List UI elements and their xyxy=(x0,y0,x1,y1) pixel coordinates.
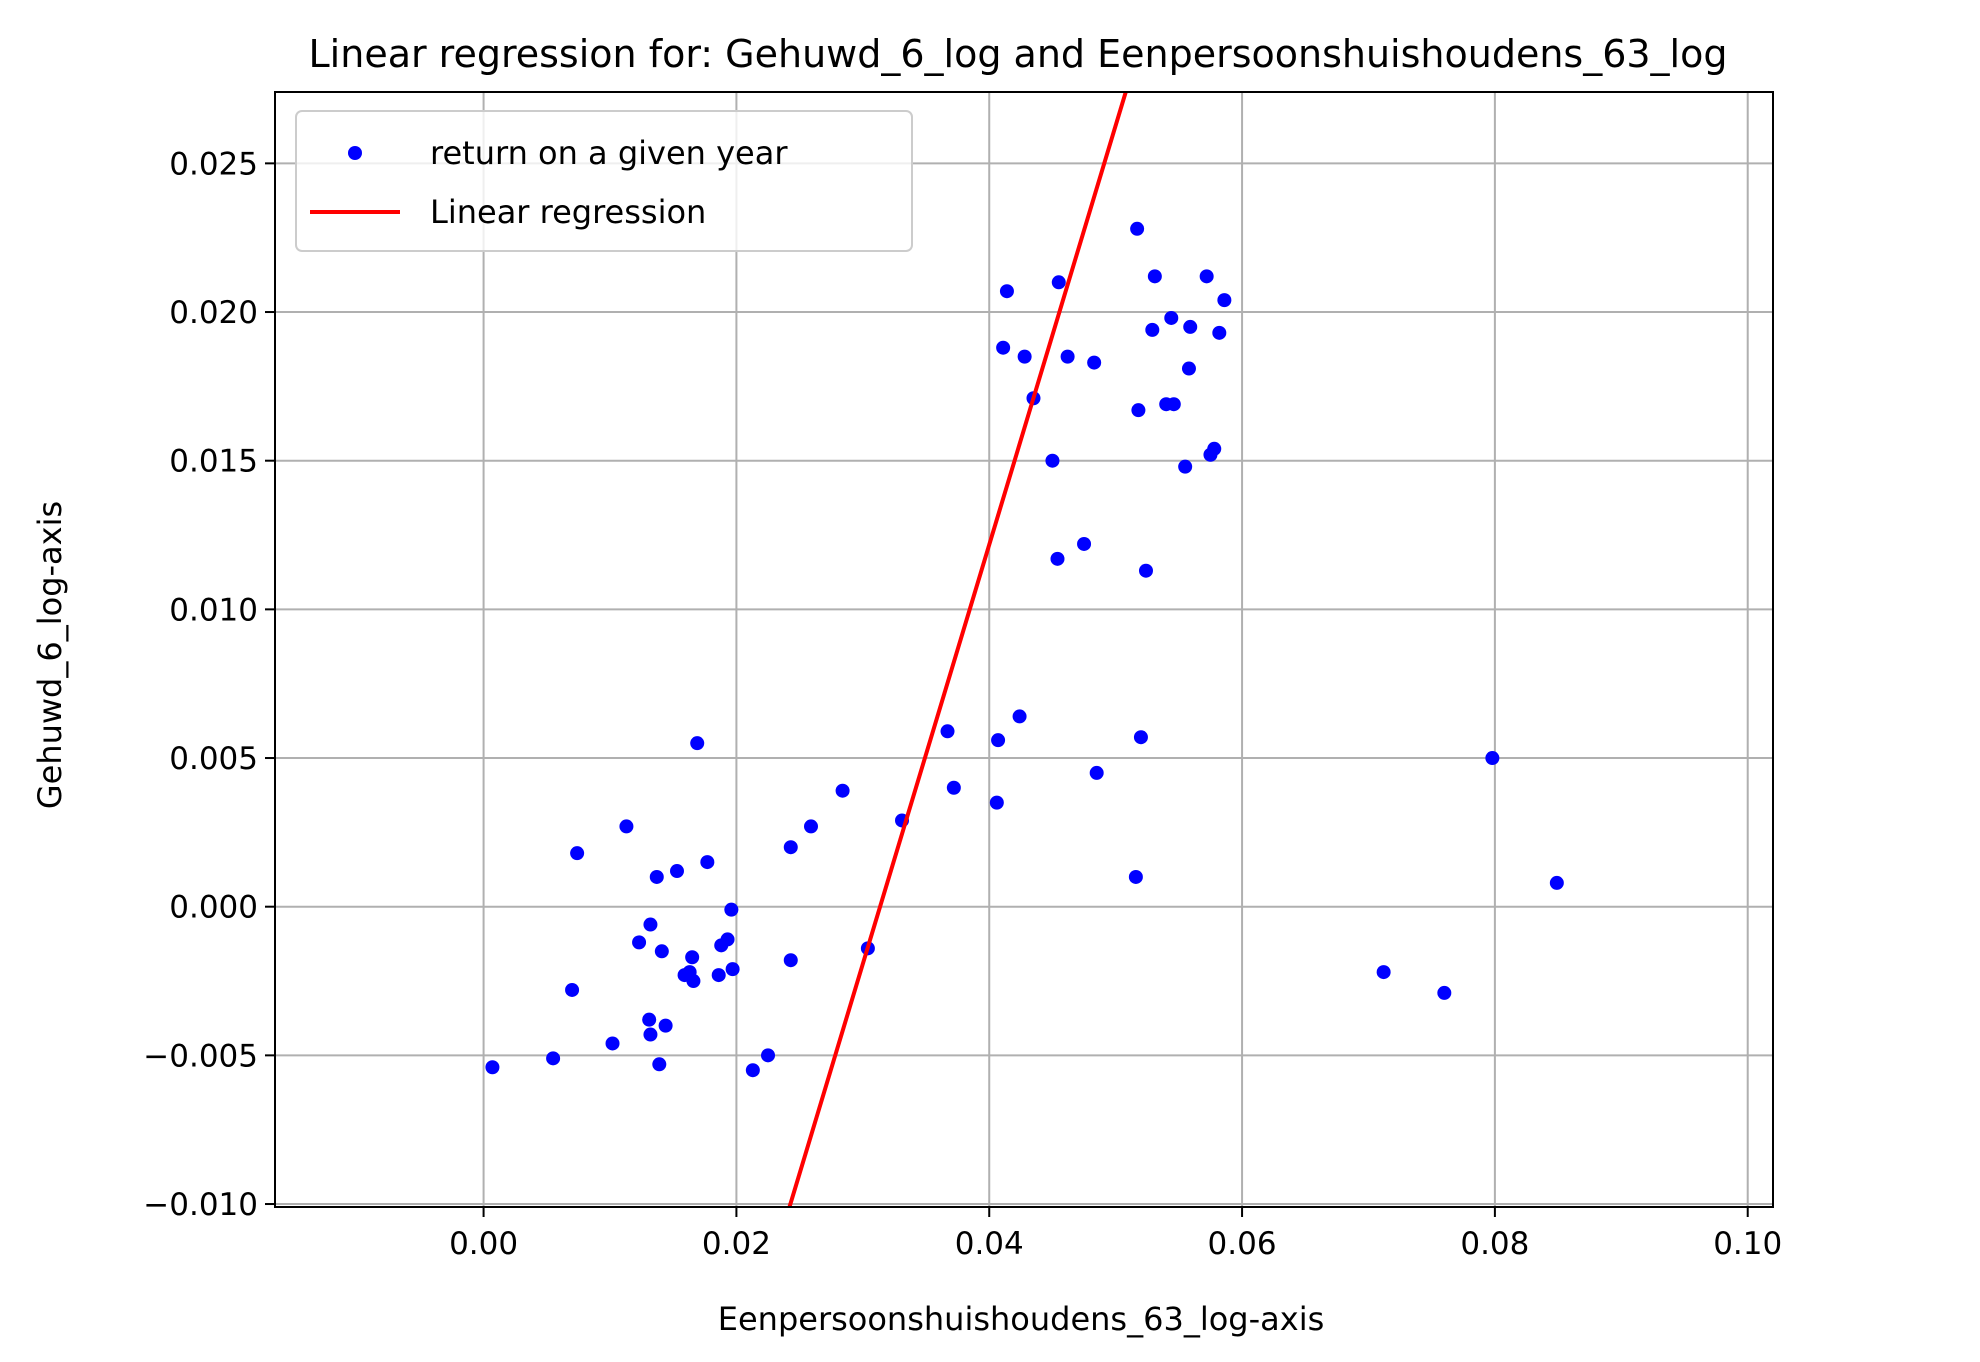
scatter-point xyxy=(1217,293,1232,308)
scatter-point xyxy=(643,1027,658,1042)
scatter-point xyxy=(1051,275,1066,290)
scatter-point xyxy=(654,944,669,959)
legend-label-scatter: return on a given year xyxy=(430,134,788,172)
scatter-point xyxy=(1199,269,1214,284)
x-tick-label: 0.10 xyxy=(1713,1226,1782,1262)
scatter-point xyxy=(1181,361,1196,376)
grid-lines xyxy=(275,92,1773,1207)
regression-line xyxy=(787,92,1128,1207)
scatter-point xyxy=(1133,730,1148,745)
scatter-point xyxy=(999,284,1014,299)
scatter-point xyxy=(642,1012,657,1027)
scatter-point xyxy=(1212,325,1227,340)
scatter-series xyxy=(485,221,1564,1078)
x-tick-label: 0.08 xyxy=(1460,1226,1529,1262)
scatter-point xyxy=(619,819,634,834)
y-tick-label: 0.025 xyxy=(169,146,258,182)
scatter-point xyxy=(1050,551,1065,566)
scatter-point xyxy=(940,724,955,739)
scatter-point xyxy=(565,982,580,997)
scatter-point xyxy=(1376,965,1391,980)
x-axis-title: Eenpersoonshuishoudens_63_log-axis xyxy=(718,1300,1325,1338)
scatter-point xyxy=(989,795,1004,810)
y-axis-title: Gehuwd_6_log-axis xyxy=(31,501,69,809)
scatter-point xyxy=(720,932,735,947)
chart-title: Linear regression for: Gehuwd_6_log and … xyxy=(309,32,1728,76)
y-tick-label: 0.005 xyxy=(169,741,258,777)
scatter-point xyxy=(485,1060,500,1075)
scatter-point xyxy=(1138,563,1153,578)
plot-frame xyxy=(274,91,1774,1208)
plot-background xyxy=(275,92,1773,1207)
scatter-point xyxy=(1077,536,1092,551)
scatter-point xyxy=(658,1018,673,1033)
scatter-point xyxy=(700,855,715,870)
legend-box xyxy=(295,110,913,252)
scatter-point xyxy=(1549,875,1564,890)
scatter-point xyxy=(991,733,1006,748)
scatter-point xyxy=(1164,310,1179,325)
scatter-point xyxy=(605,1036,620,1051)
scatter-point xyxy=(1060,349,1075,364)
scatter-point xyxy=(1207,441,1222,456)
scatter-point xyxy=(649,869,664,884)
y-tick-label: 0.010 xyxy=(169,592,258,628)
y-tick-label: 0.000 xyxy=(169,890,258,926)
scatter-point xyxy=(1131,403,1146,418)
scatter-point xyxy=(783,840,798,855)
scatter-point xyxy=(1485,751,1500,766)
scatter-point xyxy=(1130,221,1145,236)
scatter-point xyxy=(643,917,658,932)
scatter-point xyxy=(724,902,739,917)
regression-line-series xyxy=(787,92,1128,1207)
scatter-point xyxy=(1087,355,1102,370)
scatter-point xyxy=(1145,322,1160,337)
scatter-point xyxy=(1089,765,1104,780)
scatter-point xyxy=(803,819,818,834)
scatter-point xyxy=(1012,709,1027,724)
y-tick-label: −0.010 xyxy=(143,1187,258,1223)
scatter-point xyxy=(1437,985,1452,1000)
scatter-point xyxy=(685,950,700,965)
y-tick-label: −0.005 xyxy=(143,1038,258,1074)
scatter-point xyxy=(711,968,726,983)
scatter-point xyxy=(1178,459,1193,474)
x-tick-label: 0.04 xyxy=(955,1226,1024,1262)
scatter-point xyxy=(946,780,961,795)
y-axis-ticks: −0.010 −0.005 0.000 0.005 0.010 0.015 0.020 0.0… xyxy=(143,146,275,1223)
scatter-point xyxy=(725,962,740,977)
scatter-point xyxy=(1147,269,1162,284)
y-tick-label: 0.015 xyxy=(169,444,258,480)
scatter-point xyxy=(761,1048,776,1063)
scatter-point xyxy=(632,935,647,950)
scatter-point xyxy=(652,1057,667,1072)
scatter-point xyxy=(570,846,585,861)
legend-point-marker xyxy=(348,146,362,160)
scatter-point xyxy=(835,783,850,798)
legend-label-line: Linear regression xyxy=(430,193,706,231)
scatter-point xyxy=(745,1063,760,1078)
scatter-point xyxy=(996,340,1011,355)
scatter-point xyxy=(669,864,684,879)
x-tick-label: 0.02 xyxy=(702,1226,771,1262)
x-tick-label: 0.00 xyxy=(449,1226,518,1262)
scatter-point xyxy=(686,974,701,989)
y-tick-label: 0.020 xyxy=(169,295,258,331)
scatter-point xyxy=(1017,349,1032,364)
scatter-point xyxy=(1183,319,1198,334)
scatter-point xyxy=(1128,869,1143,884)
scatter-point xyxy=(690,736,705,751)
x-tick-label: 0.06 xyxy=(1208,1226,1277,1262)
x-axis-ticks: 0.00 0.02 0.04 0.06 0.08 0.10 xyxy=(449,1207,1782,1262)
legend: return on a given year Linear regression xyxy=(295,110,913,252)
scatter-point xyxy=(1166,397,1181,412)
plot-area: 0.00 0.02 0.04 0.06 0.08 0.10 −0.010 −0.005 0.0… xyxy=(143,91,1782,1262)
scatter-point xyxy=(546,1051,561,1066)
scatter-point xyxy=(783,953,798,968)
scatter-point xyxy=(1045,453,1060,468)
